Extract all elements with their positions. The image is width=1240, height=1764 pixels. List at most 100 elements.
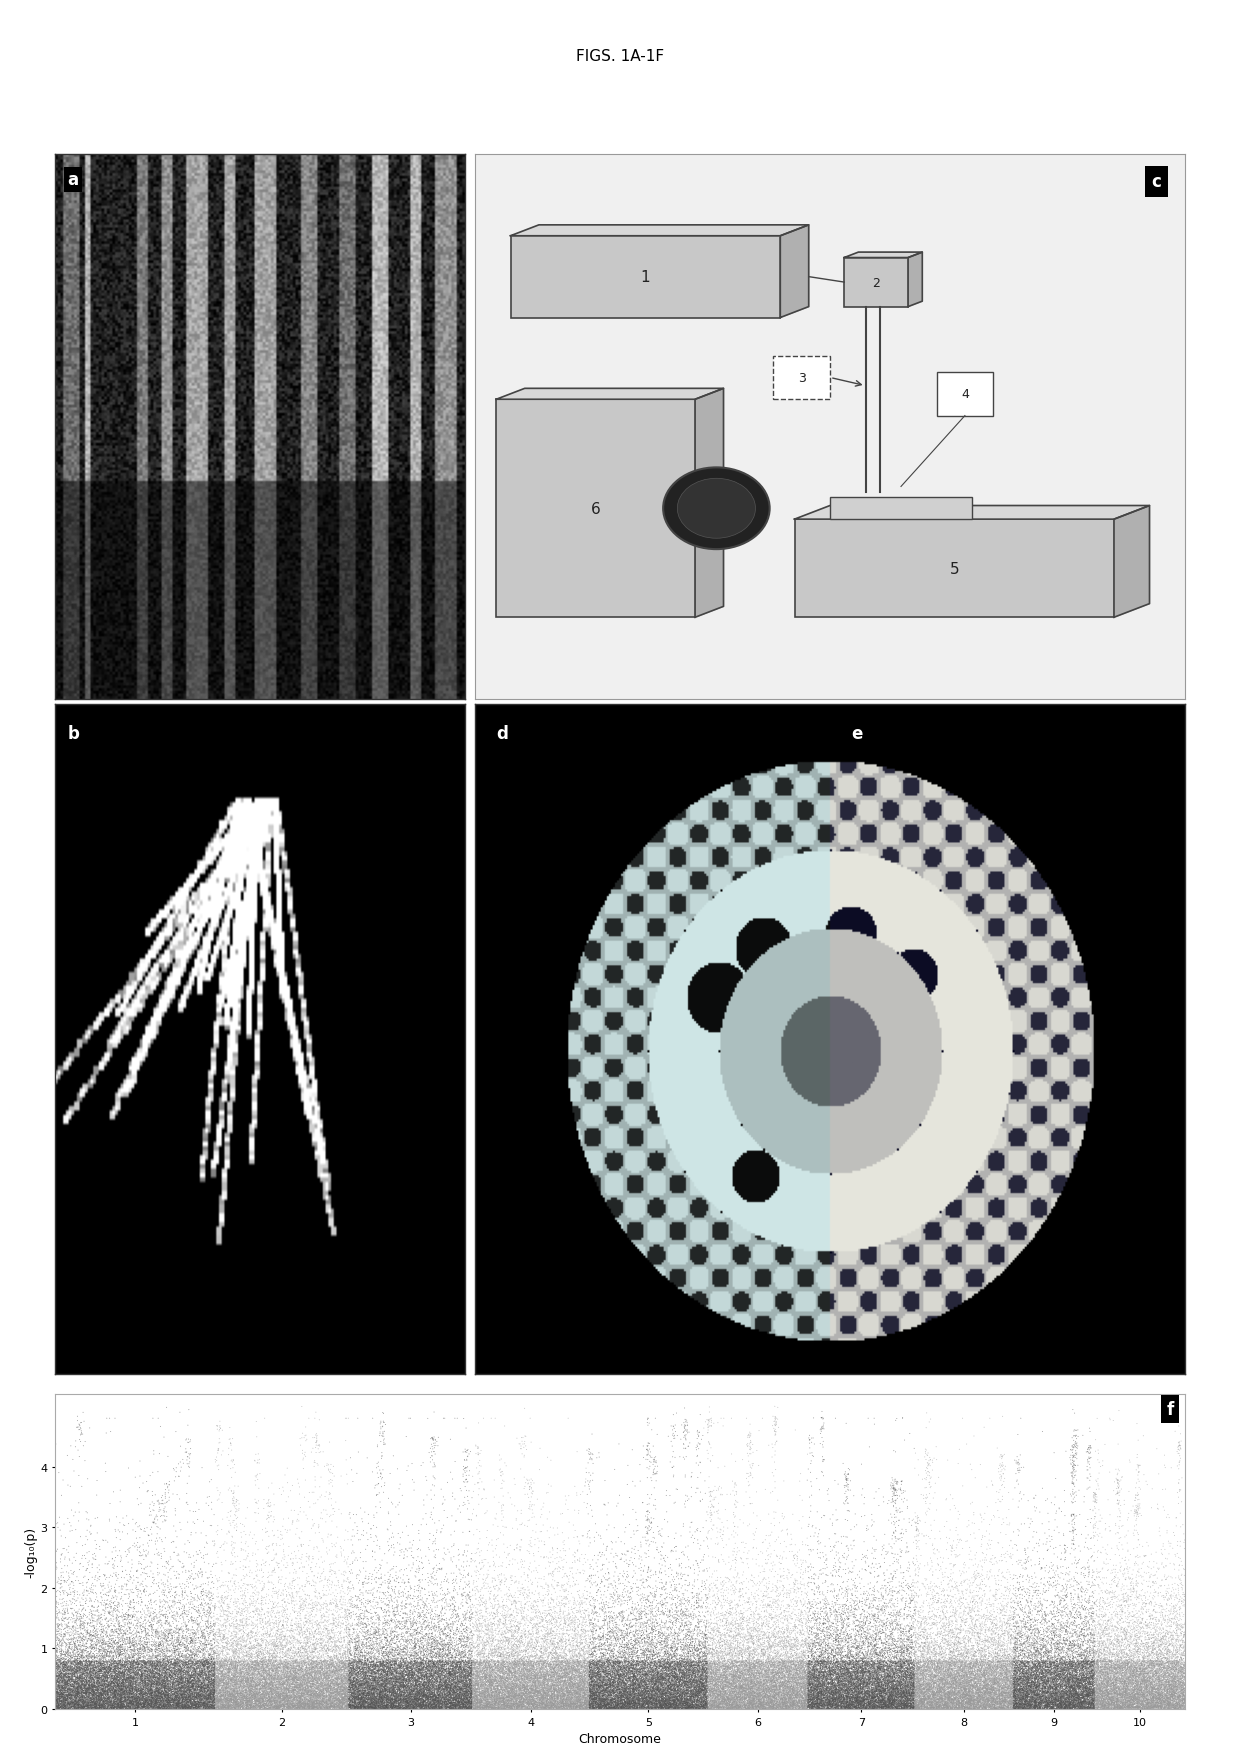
Point <box>143 1648 162 1676</box>
Point <box>748 1656 768 1685</box>
Point <box>436 1644 456 1672</box>
Point <box>389 1676 409 1704</box>
Point <box>1001 1679 1021 1708</box>
Point <box>309 1674 329 1702</box>
Point <box>537 1690 557 1718</box>
Point <box>753 1665 773 1693</box>
Point <box>1157 1683 1177 1711</box>
Point <box>875 1672 895 1700</box>
Point <box>202 1683 222 1711</box>
Point <box>668 1655 688 1683</box>
Point <box>510 1679 529 1708</box>
Point <box>140 1676 160 1704</box>
Point <box>135 1665 155 1693</box>
Point <box>58 1690 78 1718</box>
Point <box>944 1641 963 1669</box>
Point <box>656 1685 676 1713</box>
Point <box>729 1648 749 1676</box>
Point <box>66 1686 86 1715</box>
Point <box>115 1665 135 1693</box>
Point <box>887 1681 906 1709</box>
Point <box>177 1665 197 1693</box>
Point <box>284 1656 304 1685</box>
Point <box>322 1637 342 1665</box>
Point <box>924 1690 944 1718</box>
Point <box>936 1669 956 1697</box>
Point <box>707 1575 727 1603</box>
Point <box>1084 1688 1104 1716</box>
Point <box>971 1660 991 1688</box>
Point <box>1171 1651 1190 1679</box>
Point <box>539 1672 559 1700</box>
Point <box>779 1672 799 1700</box>
Point <box>1154 1686 1174 1715</box>
Point <box>445 1679 465 1708</box>
Point <box>270 1669 290 1697</box>
Point <box>1052 1693 1071 1722</box>
Point <box>1079 1679 1099 1708</box>
Point <box>962 1686 982 1715</box>
Point <box>481 1695 501 1723</box>
Point <box>436 1660 456 1688</box>
Point <box>172 1692 192 1720</box>
Point <box>901 1656 921 1685</box>
Point <box>1091 1653 1111 1681</box>
Point <box>901 1693 921 1722</box>
Point <box>541 1678 560 1706</box>
Point <box>599 1688 619 1716</box>
Point <box>737 1655 756 1683</box>
Point <box>131 1674 151 1702</box>
Point <box>495 1690 515 1718</box>
Point <box>211 1679 231 1708</box>
Point <box>806 1683 826 1711</box>
Point <box>94 1656 114 1685</box>
Point <box>1008 1686 1028 1715</box>
Point <box>1151 1649 1171 1678</box>
Point <box>614 1655 634 1683</box>
Point <box>962 1656 982 1685</box>
Point <box>975 1692 994 1720</box>
Point <box>942 1648 962 1676</box>
Point <box>263 1575 283 1603</box>
Point <box>940 1665 960 1693</box>
Point <box>521 1688 541 1716</box>
Point <box>887 1649 906 1678</box>
Point <box>999 1683 1019 1711</box>
Point <box>1061 1683 1081 1711</box>
Point <box>336 1619 356 1648</box>
Point <box>155 1674 175 1702</box>
Point <box>811 1671 831 1699</box>
Point <box>585 1676 605 1704</box>
Point <box>454 1692 474 1720</box>
Point <box>567 1642 587 1671</box>
Point <box>1121 1658 1141 1686</box>
Point <box>340 1648 360 1676</box>
Point <box>239 1695 259 1723</box>
Point <box>461 1681 481 1709</box>
Point <box>114 1674 134 1702</box>
Point <box>293 1665 312 1693</box>
Point <box>830 1688 849 1716</box>
Point <box>714 1404 734 1432</box>
Point <box>327 1663 347 1692</box>
Point <box>191 1676 211 1704</box>
Point <box>563 1646 583 1674</box>
Point <box>706 1679 725 1708</box>
Point <box>651 1628 671 1656</box>
Point <box>268 1679 288 1708</box>
Point <box>1048 1679 1068 1708</box>
Point <box>170 1658 190 1686</box>
Point <box>661 1637 681 1665</box>
Point <box>444 1656 464 1685</box>
Point <box>1151 1651 1171 1679</box>
Point <box>1071 1669 1091 1697</box>
Point <box>870 1623 890 1651</box>
Point <box>376 1679 396 1708</box>
Point <box>879 1669 899 1697</box>
Point <box>184 1671 203 1699</box>
Point <box>171 1663 191 1692</box>
Point <box>470 1655 490 1683</box>
Point <box>570 1665 590 1693</box>
Point <box>417 1649 436 1678</box>
Point <box>745 1679 765 1708</box>
